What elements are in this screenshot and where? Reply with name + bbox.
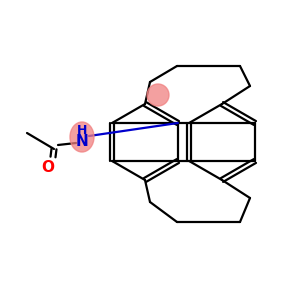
Circle shape: [147, 84, 169, 106]
Text: O: O: [41, 160, 55, 175]
Ellipse shape: [70, 122, 94, 152]
Text: N: N: [76, 134, 88, 149]
Text: H: H: [77, 124, 87, 136]
